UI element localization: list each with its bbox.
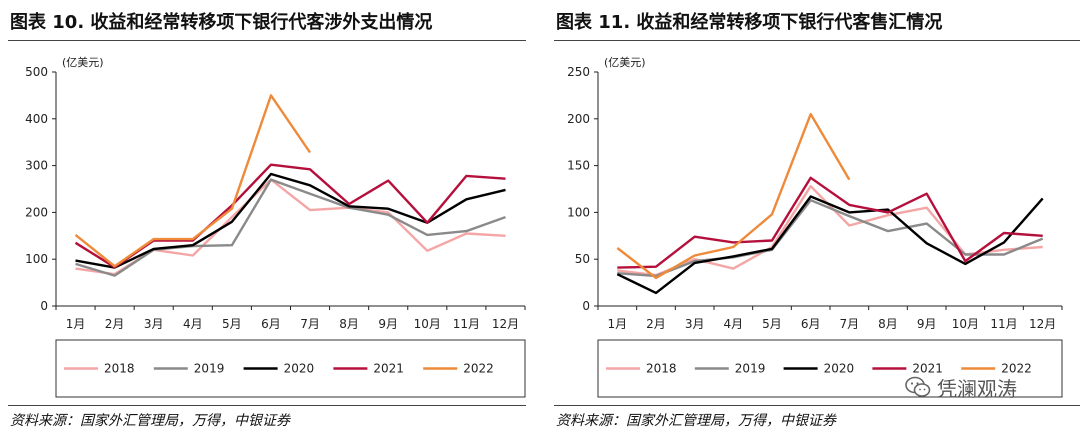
legend-label-2019: 2019	[194, 362, 225, 376]
legend-label-2018: 2018	[104, 362, 135, 376]
x-tick-label: 2月	[105, 317, 125, 331]
title-divider	[8, 40, 526, 41]
series-line-2019	[75, 178, 506, 277]
x-tick-label: 6月	[261, 317, 281, 331]
y-tick-label: 500	[25, 65, 48, 79]
source-note: 资料来源：国家外汇管理局，万得，中银证券	[10, 413, 290, 429]
x-tick-label: 4月	[183, 317, 203, 331]
y-tick-label: 400	[25, 112, 48, 126]
legend-box	[597, 339, 1063, 398]
x-tick-label: 12月	[492, 317, 519, 331]
watermark: 凭澜观涛	[905, 372, 1073, 402]
x-tick-label: 2月	[646, 317, 666, 331]
y-tick-label: 0	[582, 299, 590, 313]
x-tick-label: 10月	[952, 317, 979, 331]
series-line-2022	[616, 112, 851, 280]
x-tick-label: 8月	[878, 317, 898, 331]
series-line-2020	[616, 195, 1044, 295]
series-line-2020	[75, 172, 506, 269]
x-tick-label: 7月	[300, 317, 320, 331]
chart-title: 图表 11. 收益和经常转移项下银行代客售汇情况	[556, 12, 943, 33]
x-tick-label: 7月	[840, 317, 860, 331]
chart-panel-right: 图表 11. 收益和经常转移项下银行代客售汇情况 (亿美元) 0 50 100 150 2…	[546, 0, 1080, 437]
x-tick-label: 1月	[66, 317, 86, 331]
y-unit-label: (亿美元)	[604, 56, 646, 69]
x-tick-label: 6月	[801, 317, 821, 331]
x-tick-label: 5月	[222, 317, 242, 331]
legend-label-2020: 2020	[284, 362, 315, 376]
source-divider	[8, 405, 526, 406]
chart-title: 图表 10. 收益和经常转移项下银行代客涉外支出情况	[10, 12, 433, 33]
x-tick-label: 3月	[685, 317, 705, 331]
title-divider	[554, 40, 1080, 41]
y-tick-label: 200	[25, 205, 48, 219]
y-tick-label: 150	[567, 159, 590, 173]
line-chart-fx-sales: (亿美元) 0 50 100 150 200 250 1月 2月 3月 4月 5月 6月 7月 8月 9月 10…	[567, 56, 1063, 398]
legend-label-2021: 2021	[373, 362, 404, 376]
x-tick-label: 11月	[990, 317, 1017, 331]
x-tick-label: 9月	[378, 317, 398, 331]
y-tick-label: 300	[25, 159, 48, 173]
y-tick-label: 100	[25, 252, 48, 266]
x-tick-label: 10月	[414, 317, 441, 331]
legend-label-2019: 2019	[735, 362, 766, 376]
series-line-2022	[74, 94, 311, 268]
x-tick-label: 8月	[339, 317, 359, 331]
series-line-2019	[617, 198, 1044, 278]
x-tick-label: 3月	[144, 317, 164, 331]
watermark-text: 凭澜观涛	[937, 376, 1017, 401]
y-unit-label: (亿美元)	[62, 56, 104, 69]
series-line-2018	[617, 184, 1043, 277]
legend-box	[55, 339, 526, 398]
source-note: 资料来源：国家外汇管理局，万得，中银证券	[556, 413, 836, 429]
source-divider	[554, 405, 1080, 406]
legend-label-2022: 2022	[1001, 362, 1032, 376]
y-tick-label: 50	[575, 252, 590, 266]
line-chart-expenditure: (亿美元) 0 100 200 300 400 500 1月 2月 3月 4月 5月 6月 7月 8月 9月 1…	[25, 56, 526, 398]
x-tick-label: 5月	[762, 317, 782, 331]
legend-label-2018: 2018	[646, 362, 677, 376]
y-tick-label: 100	[567, 205, 590, 219]
x-tick-label: 11月	[453, 317, 480, 331]
legend-label-2021: 2021	[912, 362, 943, 376]
legend-label-2022: 2022	[463, 362, 494, 376]
legend-label-2020: 2020	[824, 362, 855, 376]
wechat-icon	[905, 376, 931, 397]
y-tick-label: 0	[40, 299, 48, 313]
x-tick-label: 12月	[1029, 317, 1056, 331]
x-tick-label: 4月	[724, 317, 744, 331]
y-tick-label: 250	[567, 65, 590, 79]
series-line-2021	[617, 176, 1043, 269]
chart-panel-left: 图表 10. 收益和经常转移项下银行代客涉外支出情况 (亿美元) 0 100 200 3…	[0, 0, 530, 437]
x-tick-label: 9月	[917, 317, 937, 331]
y-tick-label: 200	[567, 112, 590, 126]
x-tick-label: 1月	[608, 317, 628, 331]
